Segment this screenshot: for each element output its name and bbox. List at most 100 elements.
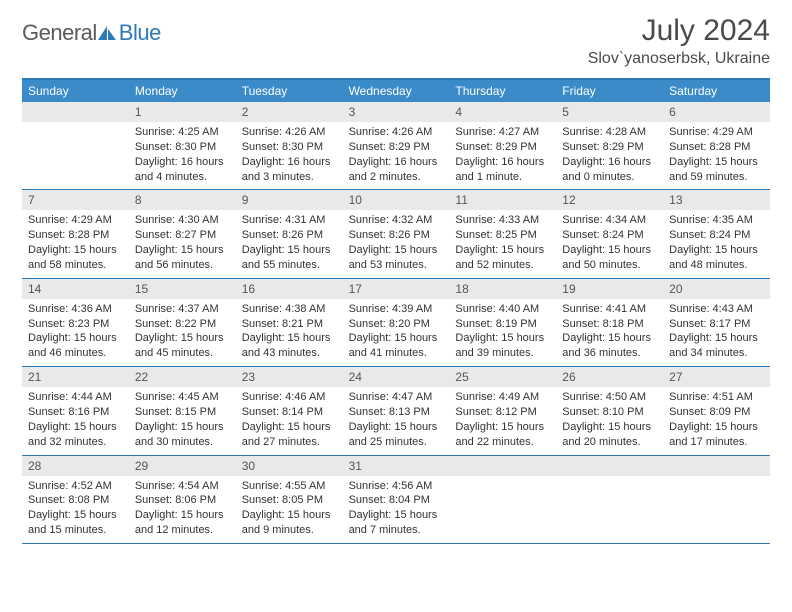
daylight-line: Daylight: 15 hours and 50 minutes. — [562, 243, 657, 273]
sunrise-line: Sunrise: 4:27 AM — [455, 125, 550, 140]
day-details: Sunrise: 4:38 AMSunset: 8:21 PMDaylight:… — [236, 299, 343, 366]
sunset-line: Sunset: 8:05 PM — [242, 493, 337, 508]
day-details: Sunrise: 4:46 AMSunset: 8:14 PMDaylight:… — [236, 387, 343, 454]
sunrise-line: Sunrise: 4:36 AM — [28, 302, 123, 317]
daylight-line: Daylight: 16 hours and 4 minutes. — [135, 155, 230, 185]
daylight-line: Daylight: 15 hours and 32 minutes. — [28, 420, 123, 450]
day-details: Sunrise: 4:43 AMSunset: 8:17 PMDaylight:… — [663, 299, 770, 366]
sunrise-line: Sunrise: 4:50 AM — [562, 390, 657, 405]
sunrise-line: Sunrise: 4:35 AM — [669, 213, 764, 228]
weekday-header: Tuesday — [236, 80, 343, 102]
sunset-line: Sunset: 8:30 PM — [242, 140, 337, 155]
sunrise-line: Sunrise: 4:34 AM — [562, 213, 657, 228]
sunset-line: Sunset: 8:06 PM — [135, 493, 230, 508]
daylight-line: Daylight: 15 hours and 34 minutes. — [669, 331, 764, 361]
sunrise-line: Sunrise: 4:29 AM — [669, 125, 764, 140]
day-number: 3 — [343, 102, 450, 122]
sunrise-line: Sunrise: 4:29 AM — [28, 213, 123, 228]
day-number — [22, 102, 129, 122]
sunset-line: Sunset: 8:09 PM — [669, 405, 764, 420]
sunrise-line: Sunrise: 4:38 AM — [242, 302, 337, 317]
calendar-cell: 22Sunrise: 4:45 AMSunset: 8:15 PMDayligh… — [129, 367, 236, 455]
day-details: Sunrise: 4:28 AMSunset: 8:29 PMDaylight:… — [556, 122, 663, 189]
day-details: Sunrise: 4:49 AMSunset: 8:12 PMDaylight:… — [449, 387, 556, 454]
day-details: Sunrise: 4:56 AMSunset: 8:04 PMDaylight:… — [343, 476, 450, 543]
daylight-line: Daylight: 15 hours and 56 minutes. — [135, 243, 230, 273]
day-details: Sunrise: 4:36 AMSunset: 8:23 PMDaylight:… — [22, 299, 129, 366]
logo-text-2: Blue — [119, 20, 161, 46]
calendar-cell: 15Sunrise: 4:37 AMSunset: 8:22 PMDayligh… — [129, 279, 236, 367]
day-number: 27 — [663, 367, 770, 387]
sunset-line: Sunset: 8:24 PM — [669, 228, 764, 243]
daylight-line: Daylight: 15 hours and 59 minutes. — [669, 155, 764, 185]
calendar-cell: 3Sunrise: 4:26 AMSunset: 8:29 PMDaylight… — [343, 102, 450, 190]
calendar-cell: 30Sunrise: 4:55 AMSunset: 8:05 PMDayligh… — [236, 456, 343, 544]
day-number: 9 — [236, 190, 343, 210]
day-details: Sunrise: 4:52 AMSunset: 8:08 PMDaylight:… — [22, 476, 129, 543]
calendar-cell: 7Sunrise: 4:29 AMSunset: 8:28 PMDaylight… — [22, 190, 129, 278]
weekday-header: Thursday — [449, 80, 556, 102]
day-number: 20 — [663, 279, 770, 299]
day-number — [449, 456, 556, 476]
calendar-cell: 2Sunrise: 4:26 AMSunset: 8:30 PMDaylight… — [236, 102, 343, 190]
sunrise-line: Sunrise: 4:25 AM — [135, 125, 230, 140]
day-details: Sunrise: 4:25 AMSunset: 8:30 PMDaylight:… — [129, 122, 236, 189]
calendar-cell — [22, 102, 129, 190]
daylight-line: Daylight: 15 hours and 41 minutes. — [349, 331, 444, 361]
sunset-line: Sunset: 8:28 PM — [669, 140, 764, 155]
weekday-header: Monday — [129, 80, 236, 102]
location-subtitle: Slov`yanoserbsk, Ukraine — [588, 50, 770, 68]
day-number: 31 — [343, 456, 450, 476]
sunset-line: Sunset: 8:20 PM — [349, 317, 444, 332]
sunrise-line: Sunrise: 4:54 AM — [135, 479, 230, 494]
day-details: Sunrise: 4:34 AMSunset: 8:24 PMDaylight:… — [556, 210, 663, 277]
daylight-line: Daylight: 15 hours and 15 minutes. — [28, 508, 123, 538]
day-details: Sunrise: 4:26 AMSunset: 8:29 PMDaylight:… — [343, 122, 450, 189]
daylight-line: Daylight: 15 hours and 36 minutes. — [562, 331, 657, 361]
calendar-cell: 23Sunrise: 4:46 AMSunset: 8:14 PMDayligh… — [236, 367, 343, 455]
day-number: 17 — [343, 279, 450, 299]
sunrise-line: Sunrise: 4:37 AM — [135, 302, 230, 317]
calendar-cell — [663, 456, 770, 544]
calendar-cell: 16Sunrise: 4:38 AMSunset: 8:21 PMDayligh… — [236, 279, 343, 367]
daylight-line: Daylight: 15 hours and 45 minutes. — [135, 331, 230, 361]
calendar-cell: 6Sunrise: 4:29 AMSunset: 8:28 PMDaylight… — [663, 102, 770, 190]
calendar-cell: 9Sunrise: 4:31 AMSunset: 8:26 PMDaylight… — [236, 190, 343, 278]
calendar-cell: 31Sunrise: 4:56 AMSunset: 8:04 PMDayligh… — [343, 456, 450, 544]
calendar-cell: 19Sunrise: 4:41 AMSunset: 8:18 PMDayligh… — [556, 279, 663, 367]
sunrise-line: Sunrise: 4:41 AM — [562, 302, 657, 317]
daylight-line: Daylight: 15 hours and 22 minutes. — [455, 420, 550, 450]
daylight-line: Daylight: 15 hours and 55 minutes. — [242, 243, 337, 273]
day-details: Sunrise: 4:45 AMSunset: 8:15 PMDaylight:… — [129, 387, 236, 454]
day-number: 13 — [663, 190, 770, 210]
month-title: July 2024 — [588, 14, 770, 48]
calendar-cell: 8Sunrise: 4:30 AMSunset: 8:27 PMDaylight… — [129, 190, 236, 278]
day-details: Sunrise: 4:29 AMSunset: 8:28 PMDaylight:… — [663, 122, 770, 189]
day-details: Sunrise: 4:47 AMSunset: 8:13 PMDaylight:… — [343, 387, 450, 454]
weekday-header: Saturday — [663, 80, 770, 102]
sunset-line: Sunset: 8:14 PM — [242, 405, 337, 420]
day-number: 4 — [449, 102, 556, 122]
daylight-line: Daylight: 16 hours and 2 minutes. — [349, 155, 444, 185]
day-number: 19 — [556, 279, 663, 299]
daylight-line: Daylight: 15 hours and 46 minutes. — [28, 331, 123, 361]
sunset-line: Sunset: 8:19 PM — [455, 317, 550, 332]
sunrise-line: Sunrise: 4:46 AM — [242, 390, 337, 405]
day-number — [556, 456, 663, 476]
sunset-line: Sunset: 8:08 PM — [28, 493, 123, 508]
day-details: Sunrise: 4:55 AMSunset: 8:05 PMDaylight:… — [236, 476, 343, 543]
sunrise-line: Sunrise: 4:39 AM — [349, 302, 444, 317]
day-details: Sunrise: 4:32 AMSunset: 8:26 PMDaylight:… — [343, 210, 450, 277]
day-details: Sunrise: 4:51 AMSunset: 8:09 PMDaylight:… — [663, 387, 770, 454]
calendar-cell — [556, 456, 663, 544]
sunrise-line: Sunrise: 4:28 AM — [562, 125, 657, 140]
day-number: 25 — [449, 367, 556, 387]
calendar-cell: 13Sunrise: 4:35 AMSunset: 8:24 PMDayligh… — [663, 190, 770, 278]
calendar-cell: 10Sunrise: 4:32 AMSunset: 8:26 PMDayligh… — [343, 190, 450, 278]
day-details: Sunrise: 4:30 AMSunset: 8:27 PMDaylight:… — [129, 210, 236, 277]
day-number: 2 — [236, 102, 343, 122]
day-number: 22 — [129, 367, 236, 387]
day-details: Sunrise: 4:39 AMSunset: 8:20 PMDaylight:… — [343, 299, 450, 366]
daylight-line: Daylight: 16 hours and 1 minute. — [455, 155, 550, 185]
daylight-line: Daylight: 15 hours and 7 minutes. — [349, 508, 444, 538]
